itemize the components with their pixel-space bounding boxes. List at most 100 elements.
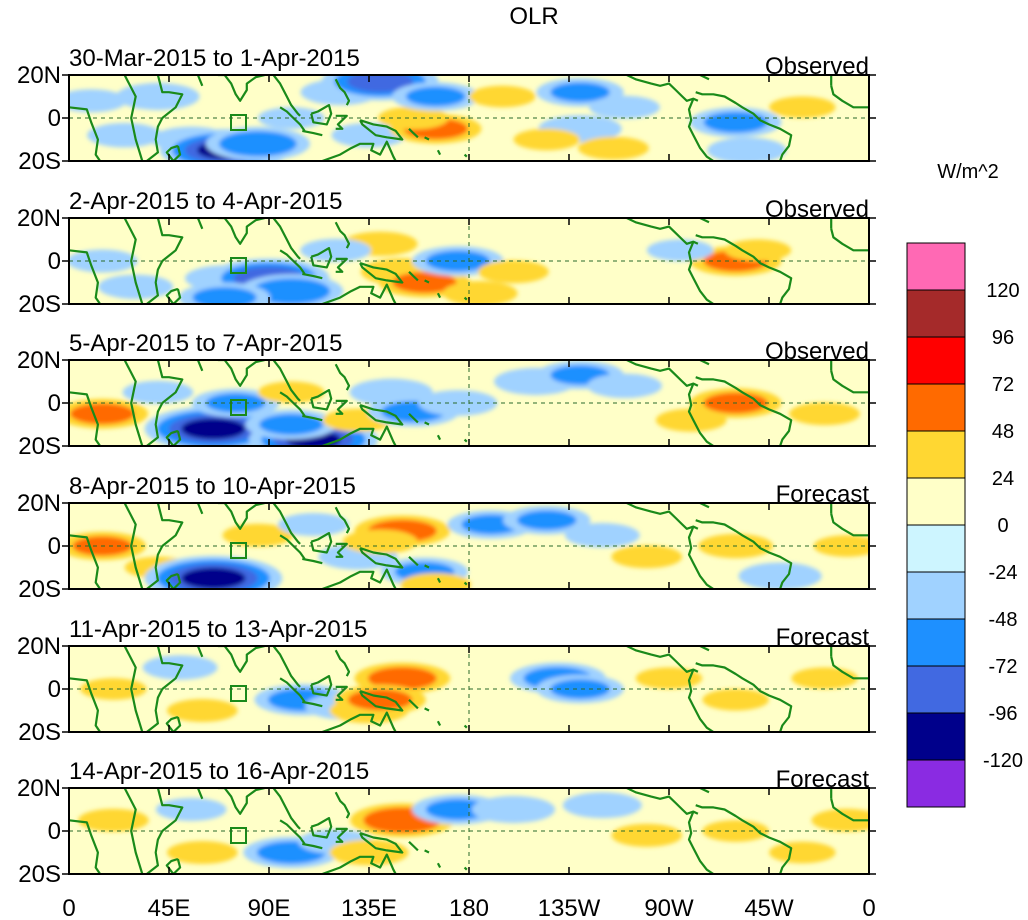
coastline [626, 503, 699, 530]
anomaly-blob [192, 287, 257, 304]
coastline [359, 832, 404, 854]
panel-group: 20N 0 20S 30-Mar-2015 to 1-Apr-2015 Observed… [17, 45, 876, 888]
anomaly-blob [367, 667, 437, 690]
anomaly-blob [578, 136, 649, 160]
y-tick-label: 0 [48, 676, 61, 703]
coastline [123, 646, 144, 732]
coastline [165, 429, 182, 446]
anomaly-blob [70, 403, 135, 425]
x-tick-label: 135W [538, 895, 601, 920]
coastline [687, 98, 715, 161]
coastline [272, 75, 301, 117]
coastline [626, 218, 699, 245]
anomaly-blob [400, 573, 471, 589]
y-tick-label: 0 [48, 533, 61, 560]
index-box [230, 257, 247, 274]
coastlines [69, 646, 869, 732]
coastline [310, 817, 333, 839]
coastlines [69, 788, 869, 874]
anomaly-blob [252, 278, 331, 304]
coastline [335, 257, 348, 273]
coastline [335, 542, 348, 558]
coastline [310, 675, 333, 697]
coastline [217, 360, 265, 387]
anomaly-blob [425, 799, 490, 820]
anomaly-blob [342, 529, 418, 554]
y-tick-label: 20N [17, 775, 61, 802]
panel-1: 20N 0 20S 30-Mar-2015 to 1-Apr-2015 Observed [17, 45, 876, 175]
x-tick-label: 0 [62, 895, 75, 920]
coastline [217, 503, 265, 530]
x-tick-label: 180 [449, 895, 489, 920]
colorbar-swatch [906, 289, 966, 338]
colorbar-swatch [906, 571, 966, 620]
coastline [626, 788, 699, 815]
y-tick-label: 0 [48, 105, 61, 132]
anomaly-blob [646, 239, 714, 262]
anomaly-field [69, 75, 836, 161]
colorbar-label: 120 [986, 280, 1019, 302]
coastline [334, 506, 351, 534]
coastline [217, 218, 265, 245]
coastline [302, 414, 323, 422]
panel-5: 20N 0 20S 11-Apr-2015 to 13-Apr-2015 Forecas… [17, 616, 876, 746]
coastline [302, 700, 323, 708]
coastline [146, 646, 184, 732]
anomaly-blob [703, 111, 768, 133]
anomaly-blob [257, 381, 325, 404]
coastline [69, 534, 102, 589]
coastline [310, 104, 333, 126]
anomaly-blob [418, 390, 498, 416]
colorbar-label: 96 [992, 327, 1014, 349]
panel-type: Forecast [776, 481, 870, 508]
index-box [230, 399, 247, 416]
coastline [436, 434, 442, 441]
anomaly-blob [707, 137, 787, 161]
anomaly-field [78, 792, 869, 869]
anomaly-blob [813, 535, 869, 557]
colorbar-swatch [906, 759, 966, 808]
coastline [359, 547, 404, 569]
anomaly-blob [218, 131, 297, 157]
anomaly-blob [278, 512, 349, 537]
anomaly-blob [789, 402, 860, 426]
coastline [272, 646, 301, 688]
coastline [424, 707, 430, 712]
coastline [626, 646, 699, 673]
colorbar-label: -24 [989, 562, 1018, 584]
coastline [359, 404, 404, 426]
y-tick-label: 20S [18, 576, 61, 603]
panel-3: 20N 0 20S 5-Apr-2015 to 7-Apr-2015 Observed [17, 330, 876, 460]
coastline [463, 438, 468, 443]
coastline [165, 572, 182, 589]
coastline [335, 114, 348, 130]
coastline [272, 503, 301, 545]
colorbar-swatch [906, 524, 966, 573]
colorbar-swatch [906, 242, 966, 291]
coastline [687, 669, 715, 732]
coastlines [69, 75, 869, 161]
anomaly-blob [469, 85, 536, 108]
coastline [335, 685, 348, 701]
anomaly-blob [87, 122, 162, 148]
coastline [123, 75, 144, 161]
anomaly-blob [611, 823, 683, 847]
colorbar-swatch [906, 383, 966, 432]
y-tick-label: 20S [18, 719, 61, 746]
anomaly-blob [442, 281, 518, 304]
coastline [424, 136, 430, 141]
anomaly-blob [392, 272, 457, 293]
x-tick-label: 90E [248, 895, 291, 920]
chart-title: OLR [509, 3, 558, 30]
coastline [146, 218, 184, 304]
colorbar-swatch [906, 665, 966, 714]
coastline [408, 556, 419, 567]
coastline [436, 149, 442, 156]
coastline [321, 425, 397, 446]
coastline [123, 218, 144, 304]
colorbar-label: -96 [989, 703, 1018, 725]
coastline [146, 788, 184, 874]
coastline [302, 129, 323, 137]
coastline [408, 841, 419, 852]
coastline [463, 296, 468, 301]
